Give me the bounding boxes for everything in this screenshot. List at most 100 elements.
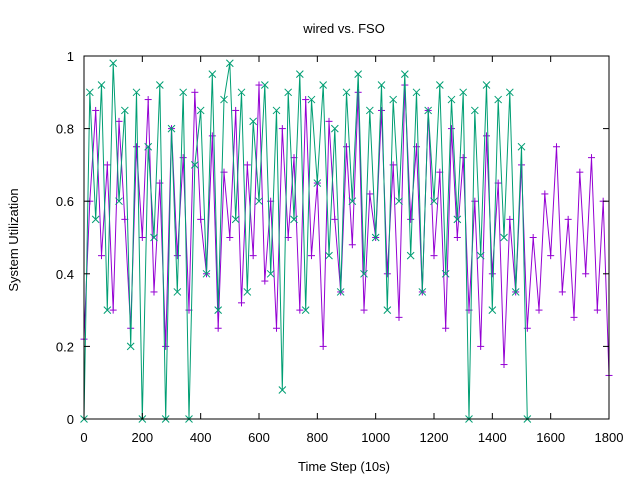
data-point	[296, 306, 304, 314]
data-point	[156, 179, 164, 187]
data-point	[448, 125, 455, 133]
data-point	[301, 306, 310, 314]
data-point	[197, 215, 205, 223]
data-point	[395, 197, 403, 206]
data-point	[97, 81, 106, 89]
plot-frame	[83, 55, 610, 420]
data-point	[290, 215, 298, 224]
data-point	[126, 342, 135, 351]
data-point	[238, 299, 245, 307]
y-tick-label: 0	[67, 412, 74, 427]
data-point	[360, 269, 368, 278]
tick-layer: 0 200 400 600 800 1000 1200 1400 1600 1800 0 0.2 0.4…	[56, 49, 624, 445]
data-point	[336, 288, 345, 296]
series-layer	[80, 59, 613, 423]
data-point	[196, 106, 205, 115]
data-point	[308, 252, 315, 260]
data-point	[447, 95, 456, 104]
x-tick-label: 1600	[536, 430, 565, 445]
data-point	[500, 233, 508, 242]
y-axis-label: System Utilization	[6, 188, 21, 291]
data-point	[167, 124, 176, 133]
data-point	[150, 288, 158, 296]
data-point	[488, 270, 496, 278]
chart-title: wired vs. FSO	[302, 21, 385, 36]
data-point	[529, 234, 537, 241]
data-point	[459, 88, 468, 97]
data-point	[278, 125, 286, 133]
data-point	[477, 342, 485, 350]
data-point	[348, 241, 356, 249]
data-point	[400, 70, 409, 79]
y-tick-label: 0.4	[56, 267, 74, 282]
data-point	[231, 215, 240, 224]
data-point	[430, 197, 438, 206]
data-point	[319, 81, 328, 89]
data-point	[506, 215, 514, 223]
data-point	[535, 306, 543, 314]
data-point	[232, 106, 240, 114]
data-point	[435, 81, 444, 89]
data-point	[202, 269, 211, 278]
data-point	[302, 96, 310, 104]
data-point	[453, 234, 461, 241]
data-point	[307, 95, 316, 104]
x-tick-label: 600	[248, 430, 270, 445]
data-point	[173, 288, 182, 296]
data-point	[412, 88, 421, 97]
data-point	[220, 95, 228, 104]
data-point	[144, 142, 153, 151]
data-point	[488, 306, 497, 314]
data-point	[418, 288, 427, 296]
data-point	[85, 88, 94, 97]
data-point	[588, 154, 595, 162]
data-point	[150, 233, 158, 242]
x-tick-label: 1000	[361, 430, 390, 445]
data-point	[471, 197, 479, 205]
data-point	[371, 233, 380, 242]
data-point	[511, 288, 520, 296]
data-point	[260, 81, 269, 89]
data-point	[214, 324, 222, 332]
data-point	[441, 269, 450, 278]
data-point	[395, 313, 403, 321]
data-point	[576, 168, 584, 176]
data-point	[482, 81, 491, 89]
x-tick-label: 0	[80, 430, 87, 445]
data-point	[109, 306, 117, 314]
data-point	[92, 106, 100, 114]
y-tick-label: 0.6	[56, 194, 74, 209]
data-point	[389, 161, 397, 169]
data-point	[225, 59, 234, 68]
data-point	[255, 81, 263, 89]
data-point	[266, 269, 275, 278]
data-point	[155, 81, 164, 89]
data-point	[261, 277, 269, 285]
data-point	[383, 306, 392, 314]
data-point	[354, 70, 363, 79]
data-point	[103, 306, 112, 314]
data-point	[378, 106, 385, 114]
data-point	[407, 215, 415, 223]
data-point	[459, 154, 467, 162]
data-point	[366, 190, 374, 198]
data-point	[284, 88, 293, 97]
data-point	[319, 342, 327, 350]
data-point	[91, 215, 100, 224]
y-tick-label: 0.2	[56, 339, 74, 354]
data-point	[342, 88, 351, 97]
data-point	[470, 106, 479, 115]
data-point	[377, 81, 386, 89]
data-point	[325, 251, 333, 260]
data-point	[483, 132, 490, 140]
data-point	[313, 179, 322, 187]
data-point	[558, 288, 566, 296]
x-tick-label: 400	[190, 430, 212, 445]
data-point	[500, 361, 508, 369]
x-tick-label: 1800	[595, 430, 624, 445]
data-point	[424, 106, 433, 115]
data-point	[214, 306, 223, 314]
data-point	[98, 252, 105, 260]
data-point	[593, 306, 601, 314]
